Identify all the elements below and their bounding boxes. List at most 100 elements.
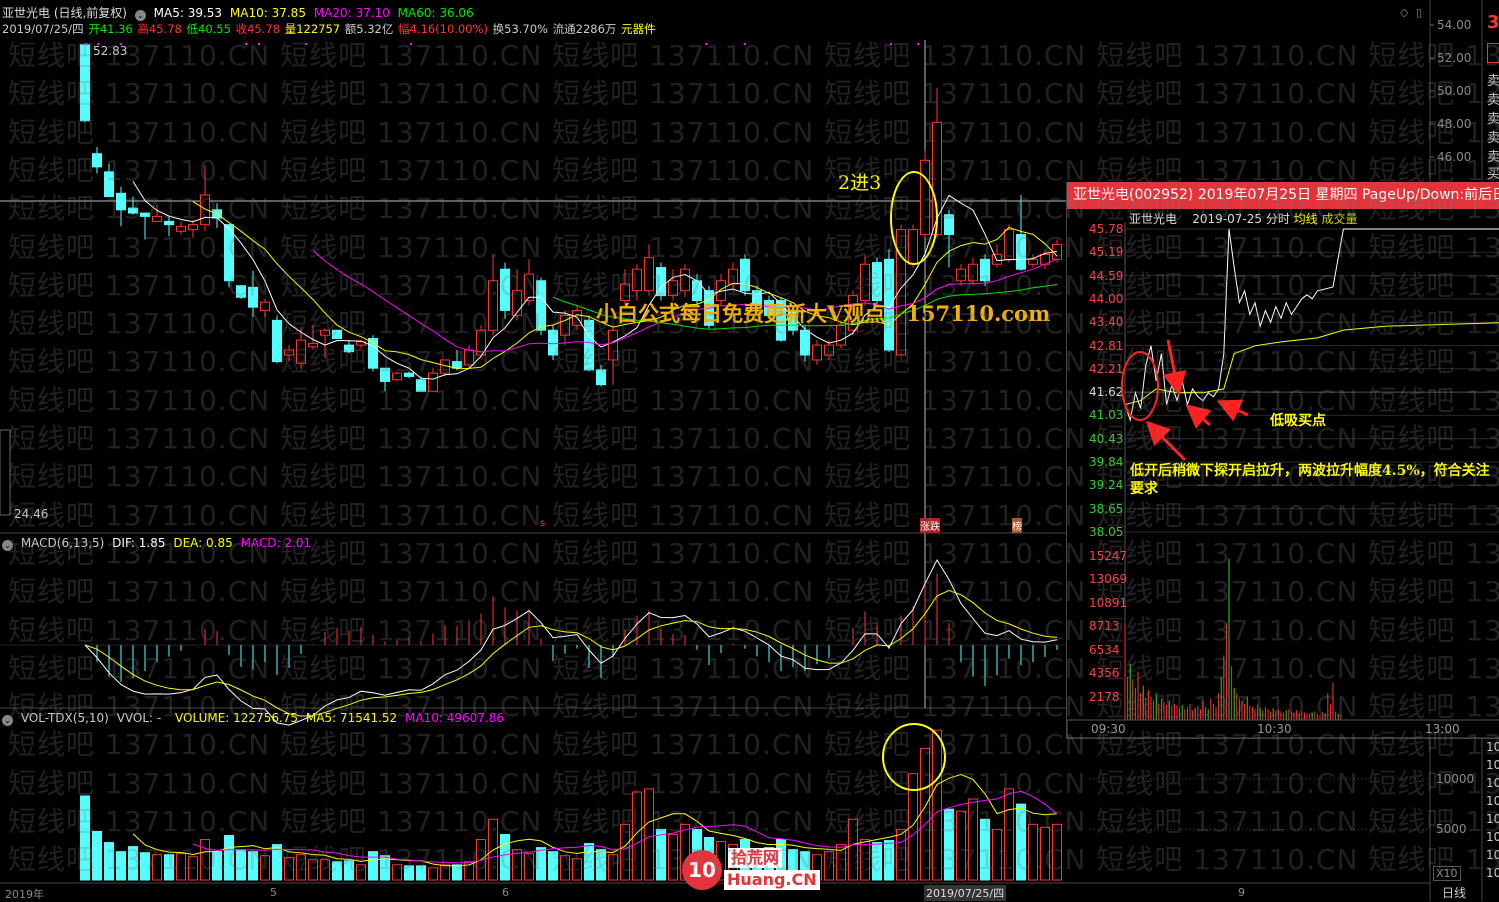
volume-bar: [944, 808, 954, 881]
vol-multiplier[interactable]: X10: [1433, 866, 1461, 881]
candle: [1028, 254, 1038, 268]
macd-name[interactable]: MACD(6,13,5): [20, 536, 105, 550]
volume-bar: [1004, 788, 1014, 881]
signal-dot: [890, 43, 892, 45]
chevron-down-icon[interactable]: ⌄: [2, 715, 13, 726]
right-input-box[interactable]: [1487, 43, 1499, 63]
ma10-value: MA10: 37.85: [229, 6, 306, 20]
candle: [812, 340, 822, 365]
sell-level-label: 卖: [1487, 112, 1499, 127]
popup-avg-label: 均线: [1293, 212, 1318, 226]
ma5-line: [132, 181, 1058, 380]
quote-date: 2019/07/25/四: [2, 22, 84, 36]
candle-body: [728, 268, 738, 285]
diamond-icon[interactable]: ◇: [1400, 6, 1409, 19]
macd-value: MACD: 2.01: [240, 536, 312, 550]
quote-amount: 额5.32亿: [344, 22, 394, 36]
candle: [416, 376, 426, 392]
popup-time-axis: [1067, 719, 1499, 738]
volume-stub-label: 10: [1486, 812, 1499, 826]
candle: [452, 350, 462, 370]
limit-up-marker[interactable]: 涨跌: [920, 518, 940, 533]
candle-body: [848, 295, 858, 331]
date-axis-2: 6: [502, 886, 509, 899]
intraday-popup[interactable]: 亚世光电(002952) 2019年07月25日 星期四 PageUp/Down…: [1066, 182, 1499, 739]
candle-body: [368, 338, 378, 369]
volume-bar: [860, 839, 870, 881]
candle: [272, 315, 282, 364]
volume-bar: [368, 851, 378, 881]
ma60-line: [552, 284, 1058, 330]
candle-body: [992, 253, 1002, 265]
signal-marker[interactable]: s: [540, 518, 546, 529]
sell-level-label: 卖: [1487, 131, 1499, 146]
popup-price-label: 42.21: [1089, 361, 1124, 376]
quote-sector[interactable]: 元器件: [621, 22, 656, 36]
volume-bar: [500, 833, 510, 881]
popup-price-label: 44.00: [1089, 291, 1124, 306]
chevron-down-icon[interactable]: ⌄: [134, 10, 146, 21]
volume-bar: [440, 864, 450, 881]
vol-volume: VOLUME: 122756.75: [175, 711, 299, 725]
candle-body: [788, 309, 798, 331]
period-label[interactable]: 日线: [1442, 886, 1467, 900]
quote-change: 幅4.16(10.00%): [398, 22, 488, 36]
vol-vvol: VVOL: -: [116, 711, 162, 725]
candle-body: [980, 258, 990, 282]
candle-body: [476, 329, 486, 356]
candle: [344, 340, 354, 354]
panel-toggle-icon[interactable]: ▯: [1416, 6, 1423, 19]
volume-bar: [980, 818, 990, 881]
chevron-down-icon[interactable]: ⌄: [2, 540, 13, 551]
volume-bar: [896, 828, 906, 881]
candle-body: [812, 344, 822, 361]
candle: [644, 244, 654, 296]
candle-body: [680, 268, 690, 292]
popup-volume-label: 2178: [1089, 689, 1120, 704]
candle-body: [620, 283, 630, 302]
volume-stub-label: 10: [1486, 866, 1499, 880]
ma60-value: MA60: 36.06: [397, 6, 474, 20]
popup-price-label: 39.84: [1089, 455, 1124, 469]
candle-body: [188, 224, 198, 231]
volume-ma10-line: [192, 790, 1058, 864]
volume-bar: [404, 865, 414, 881]
high-marker: 52.83: [93, 44, 128, 58]
popup-volume-label: 15247: [1089, 549, 1128, 563]
candle: [404, 371, 414, 379]
macd-dif-line: [84, 558, 1058, 726]
candle: [608, 325, 618, 385]
candle-body: [128, 207, 138, 214]
volume-bar: [380, 855, 390, 881]
popup-price-label: 45.19: [1089, 245, 1124, 260]
candle: [476, 325, 486, 359]
intraday-chart[interactable]: [1067, 182, 1499, 738]
quote-close: 收45.78: [235, 22, 281, 36]
volume-stub-label: 10: [1486, 776, 1499, 790]
candle-body: [908, 229, 918, 265]
candle: [620, 269, 630, 306]
popup-time-label: 13:00: [1425, 722, 1460, 736]
candle-body: [344, 344, 354, 353]
candle: [104, 163, 114, 198]
popup-title[interactable]: 亚世光电(002952) 2019年07月25日 星期四 PageUp/Down…: [1067, 182, 1499, 209]
vol-name[interactable]: VOL-TDX(5,10): [20, 711, 109, 725]
candle-body: [884, 258, 894, 351]
ranking-marker[interactable]: 榜: [1012, 518, 1022, 533]
candle-body: [236, 285, 246, 298]
quote-volume: 量122757: [284, 22, 341, 36]
popup-volume-label: 13069: [1089, 572, 1128, 587]
vol-header: ⌄ VOL-TDX(5,10) VVOL: - VOLUME: 122756.7…: [2, 711, 508, 726]
popup-price-label: 40.43: [1089, 431, 1124, 446]
candle: [896, 224, 906, 356]
candle-body: [1004, 229, 1014, 260]
sell-level-label: 卖: [1487, 74, 1499, 89]
sell-level-label: 卖: [1487, 150, 1499, 165]
volume-ma5-line: [132, 773, 1058, 867]
popup-volume-label: 6534: [1089, 642, 1120, 657]
popup-volume-label: 4356: [1089, 666, 1120, 681]
volume-bar: [884, 840, 894, 881]
candle-body: [416, 379, 426, 392]
popup-volume-label: 10891: [1089, 595, 1128, 610]
volume-bar: [92, 830, 102, 881]
